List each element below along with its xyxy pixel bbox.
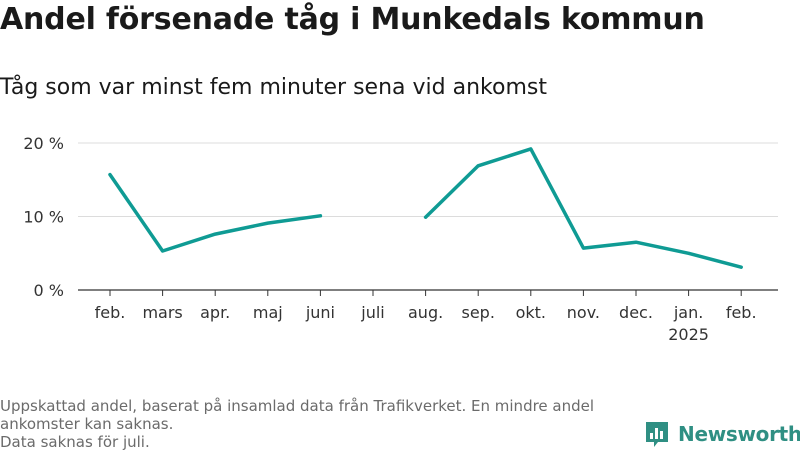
- series-line-segment: [423, 147, 743, 269]
- x-tick-label: sep.: [461, 303, 494, 322]
- series-line-segment: [108, 172, 323, 253]
- logo-text: Newsworthy: [678, 422, 800, 446]
- x-tick-label: nov.: [567, 303, 600, 322]
- x-axis-ticks: feb. mars apr. maj juni juli aug. sep. okt. nov. d…: [95, 290, 757, 344]
- x-tick-label: feb.: [726, 303, 757, 322]
- chart-subtitle: Tåg som var minst fem minuter sena vid a…: [0, 75, 547, 100]
- x-tick-label: juli: [360, 303, 384, 322]
- x-year-label: 2025: [668, 325, 709, 344]
- y-tick-label: 0 %: [34, 281, 64, 300]
- bar-chart-logo-icon: [646, 422, 668, 447]
- x-tick-label: apr.: [200, 303, 230, 322]
- x-tick-label: feb.: [95, 303, 126, 322]
- newsworthy-logo[interactable]: Newsworthy: [644, 420, 800, 448]
- series-lines: [108, 147, 743, 269]
- footnote-line-1: Uppskattad andel, baserat på insamlad da…: [0, 397, 595, 433]
- y-tick-label: 20 %: [23, 134, 64, 153]
- x-tick-label: okt.: [516, 303, 546, 322]
- chart-title: Andel försenade tåg i Munkedals kommun: [0, 2, 705, 37]
- x-tick-label: jan.: [673, 303, 703, 322]
- x-tick-label: dec.: [619, 303, 653, 322]
- x-tick-label: juni: [305, 303, 335, 322]
- x-tick-label: mars: [142, 303, 182, 322]
- x-tick-label: maj: [253, 303, 283, 322]
- x-tick-label: aug.: [408, 303, 443, 322]
- line-chart: 0 % 10 % 20 % feb. mars apr. maj juni juli aug. s…: [23, 134, 778, 344]
- footnote: Uppskattad andel, baserat på insamlad da…: [0, 397, 640, 451]
- y-tick-label: 10 %: [23, 208, 64, 227]
- y-axis-ticks: 0 % 10 % 20 %: [23, 134, 64, 300]
- footnote-line-2: Data saknas för juli.: [0, 433, 150, 451]
